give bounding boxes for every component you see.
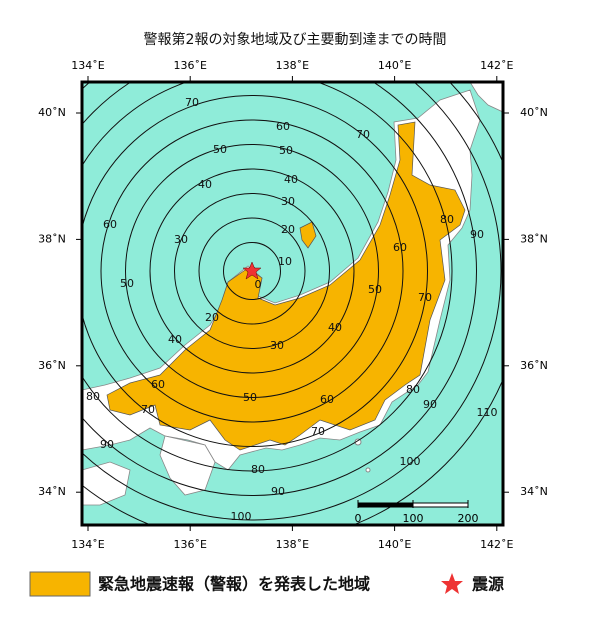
contour-label: 20 <box>205 311 219 324</box>
lat-label: 36˚N <box>38 359 66 372</box>
contour-label: 60 <box>151 378 165 391</box>
contour-label: 10 <box>278 255 292 268</box>
time-contour <box>125 144 379 398</box>
time-contour <box>198 217 306 325</box>
lat-label: 34˚N <box>38 485 66 498</box>
lat-label: 34˚N <box>520 485 548 498</box>
time-contour <box>149 168 355 374</box>
lat-label: 38˚N <box>38 232 66 245</box>
time-contour <box>82 82 502 521</box>
legend-epicenter-label: 震源 <box>471 575 504 594</box>
contour-label: 40 <box>284 173 298 186</box>
time-contour <box>174 193 330 349</box>
lon-label: 138˚E <box>276 59 309 72</box>
time-contour <box>82 82 477 496</box>
legend-swatch <box>29 571 91 597</box>
time-contour <box>100 119 404 423</box>
contour-label: 70 <box>418 291 432 304</box>
contour-label: 90 <box>271 485 285 498</box>
land <box>469 82 503 113</box>
lon-label: 134˚E <box>71 538 104 551</box>
contour-label: 0 <box>255 278 262 291</box>
contour-label: 40 <box>328 321 342 334</box>
lat-label: 36˚N <box>520 359 548 372</box>
contour-label: 50 <box>243 391 257 404</box>
lat-label: 40˚N <box>520 106 548 119</box>
time-contour <box>223 242 281 300</box>
contour-label: 50 <box>213 143 227 156</box>
contour-label: 70 <box>185 96 199 109</box>
map-area: 0 10 20 20 30 30 30 40 40 40 40 50 50 50 50 50 60 60 60 60 6… <box>82 82 503 525</box>
contour-label: 60 <box>276 120 290 133</box>
scale-label: 100 <box>403 512 424 525</box>
contour-label: 60 <box>103 218 117 231</box>
time-contour <box>82 82 453 472</box>
legend-star <box>441 573 463 594</box>
contour-label: 50 <box>120 277 134 290</box>
lon-label: 142˚E <box>480 538 513 551</box>
contour-label: 70 <box>141 403 155 416</box>
lat-label: 40˚N <box>38 106 66 119</box>
scale-label: 200 <box>458 512 479 525</box>
contour-label: 70 <box>311 425 325 438</box>
lat-label: 38˚N <box>520 232 548 245</box>
contour-label: 30 <box>270 339 284 352</box>
lon-label: 134˚E <box>71 59 104 72</box>
lon-label: 142˚E <box>480 59 513 72</box>
contour-label: 70 <box>356 128 370 141</box>
contour-label: 80 <box>251 463 265 476</box>
contour-label: 40 <box>168 333 182 346</box>
contour-label: 50 <box>279 144 293 157</box>
lon-label: 136˚E <box>173 59 206 72</box>
contour-label: 110 <box>477 406 498 419</box>
contour-label: 30 <box>281 195 295 208</box>
epicenter-star <box>242 261 262 280</box>
contour-label: 90 <box>470 228 484 241</box>
contour-label: 90 <box>423 398 437 411</box>
contour-label: 90 <box>100 438 114 451</box>
legend-area-label: 緊急地震速報（警報）を発表した地域 <box>98 575 370 594</box>
island <box>365 467 371 473</box>
warning-area <box>299 221 317 249</box>
land <box>159 435 216 496</box>
lon-label: 136˚E <box>173 538 206 551</box>
lon-label: 140˚E <box>378 59 411 72</box>
contour-label: 50 <box>368 283 382 296</box>
title: 警報第2報の対象地域及び主要動到達までの時間 <box>144 31 447 48</box>
lon-label: 138˚E <box>276 538 309 551</box>
contour-label: 100 <box>231 510 252 523</box>
lon-label: 140˚E <box>378 538 411 551</box>
contour-label: 30 <box>174 233 188 246</box>
contour-label: 60 <box>320 393 334 406</box>
contour-label: 60 <box>393 241 407 254</box>
contour-label: 100 <box>400 455 421 468</box>
contour-label: 80 <box>406 383 420 396</box>
contour-label: 80 <box>86 390 100 403</box>
contour-label: 80 <box>440 213 454 226</box>
time-contour <box>82 95 428 447</box>
scale-bar <box>358 503 413 507</box>
contour-label: 40 <box>198 178 212 191</box>
scale-label: 0 <box>355 512 362 525</box>
contour-label: 20 <box>281 223 295 236</box>
